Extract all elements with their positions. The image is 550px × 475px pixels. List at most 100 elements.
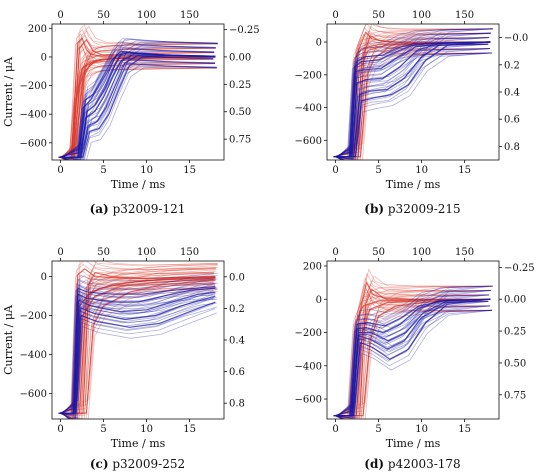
series-trace-red bbox=[60, 28, 216, 158]
x-tick-label: 10 bbox=[140, 165, 153, 176]
series-trace-red bbox=[62, 261, 218, 414]
series-trace-red bbox=[334, 37, 490, 158]
right-tick-label: 0.75 bbox=[504, 390, 526, 401]
series-trace-red bbox=[335, 32, 491, 158]
series-trace-red bbox=[61, 67, 217, 160]
series-trace-blue bbox=[60, 43, 216, 158]
series-trace-red bbox=[58, 39, 214, 160]
series-trace-blue bbox=[337, 28, 493, 158]
series-trace-red bbox=[59, 272, 215, 414]
series-trace-red bbox=[333, 283, 489, 419]
series-trace-blue bbox=[58, 303, 214, 416]
series-trace-blue bbox=[62, 282, 218, 414]
top-tick-label: 0 bbox=[332, 247, 338, 258]
series-trace-blue bbox=[60, 283, 216, 414]
y-tick-label: 200 bbox=[28, 24, 47, 35]
series-trace-red bbox=[60, 48, 216, 158]
chart-panel-c: 0 5 10 150 50 100 1500−200−400−6000.00.20.40.6… bbox=[2, 247, 245, 450]
series-trace-red bbox=[336, 309, 492, 419]
plot-frame bbox=[51, 23, 225, 161]
series-line-red bbox=[60, 279, 216, 414]
series-trace-blue bbox=[333, 301, 489, 419]
right-tick-label: 0.25 bbox=[229, 80, 251, 91]
series-trace-blue bbox=[337, 285, 493, 416]
series-trace-red bbox=[334, 48, 491, 160]
series-trace-blue bbox=[58, 290, 214, 416]
series-trace-red bbox=[333, 43, 489, 160]
caption-letter: (a) bbox=[89, 202, 109, 216]
series-trace-red bbox=[333, 37, 489, 160]
right-tick-label: 0.8 bbox=[504, 142, 520, 153]
series-trace-red bbox=[60, 30, 216, 158]
series-trace-red bbox=[58, 58, 214, 160]
series-trace-blue bbox=[333, 43, 489, 160]
caption-c: (c) p32009-252 bbox=[0, 457, 275, 471]
x-tick-label: 10 bbox=[415, 165, 428, 176]
caption-text: p32009-215 bbox=[387, 202, 461, 216]
caption-text: p32009-252 bbox=[112, 457, 186, 471]
series-trace-blue bbox=[58, 52, 214, 160]
series-trace-blue bbox=[337, 28, 493, 158]
series-trace-red bbox=[336, 45, 492, 160]
y-tick-label: −400 bbox=[20, 350, 47, 361]
series-trace-red bbox=[337, 285, 493, 417]
caption-letter: (b) bbox=[364, 202, 385, 216]
series-line-blue bbox=[60, 54, 216, 158]
series-trace-blue bbox=[335, 32, 491, 158]
right-tick-label: 0.00 bbox=[229, 52, 251, 63]
series-trace-blue bbox=[334, 48, 491, 160]
series-trace-blue bbox=[336, 309, 492, 419]
series-trace-red bbox=[59, 45, 216, 160]
series-trace-red bbox=[337, 24, 493, 158]
x-tick-label: 15 bbox=[458, 165, 471, 176]
y-tick-label: 0 bbox=[316, 295, 322, 306]
y-tick-label: −200 bbox=[20, 81, 47, 92]
y-tick-label: 0 bbox=[316, 38, 322, 49]
series-line-blue bbox=[60, 301, 216, 414]
caption-letter: (d) bbox=[364, 457, 385, 471]
series-trace-red bbox=[58, 279, 214, 416]
series-trace-blue bbox=[337, 285, 493, 417]
series-trace-blue bbox=[59, 283, 215, 414]
top-tick-label: 0 bbox=[332, 10, 338, 21]
y-tick-label: 200 bbox=[303, 261, 322, 272]
y-tick-label: 0 bbox=[41, 272, 47, 283]
series-trace-blue bbox=[333, 301, 489, 419]
series-trace-blue bbox=[60, 286, 216, 414]
series-trace-red bbox=[61, 67, 217, 160]
series-line-blue bbox=[335, 298, 491, 417]
series-line-blue bbox=[335, 41, 491, 158]
series-trace-blue bbox=[334, 48, 491, 160]
series-trace-red bbox=[58, 270, 214, 416]
series-group bbox=[58, 261, 218, 419]
series-trace-blue bbox=[337, 28, 493, 158]
series-trace-red bbox=[335, 279, 491, 417]
series-trace-red bbox=[59, 34, 215, 158]
series-line-blue bbox=[60, 54, 216, 158]
x-tick-label: 15 bbox=[458, 424, 471, 435]
series-trace-blue bbox=[334, 305, 491, 419]
series-trace-blue bbox=[59, 61, 216, 160]
series-trace-red bbox=[337, 28, 493, 158]
x-axis-label: Time / ms bbox=[386, 437, 441, 450]
series-trace-blue bbox=[60, 44, 216, 158]
series-trace-red bbox=[335, 290, 491, 417]
series-trace-blue bbox=[61, 66, 217, 160]
right-tick-label: 0.75 bbox=[229, 135, 251, 146]
series-trace-blue bbox=[335, 32, 491, 158]
series-trace-blue bbox=[59, 281, 215, 414]
top-tick-label: 150 bbox=[455, 247, 474, 258]
series-line-blue bbox=[335, 41, 491, 158]
series-trace-blue bbox=[335, 32, 491, 158]
series-trace-blue bbox=[333, 43, 489, 160]
series-trace-red bbox=[59, 33, 215, 158]
y-tick-label: −400 bbox=[295, 103, 322, 114]
x-tick-label: 15 bbox=[183, 424, 196, 435]
series-trace-blue bbox=[337, 285, 493, 417]
x-tick-label: 5 bbox=[100, 424, 106, 435]
series-trace-red bbox=[336, 42, 492, 160]
series-trace-red bbox=[334, 295, 490, 419]
series-trace-red bbox=[334, 284, 490, 417]
series-trace-red bbox=[61, 67, 217, 160]
series-trace-red bbox=[61, 48, 217, 160]
